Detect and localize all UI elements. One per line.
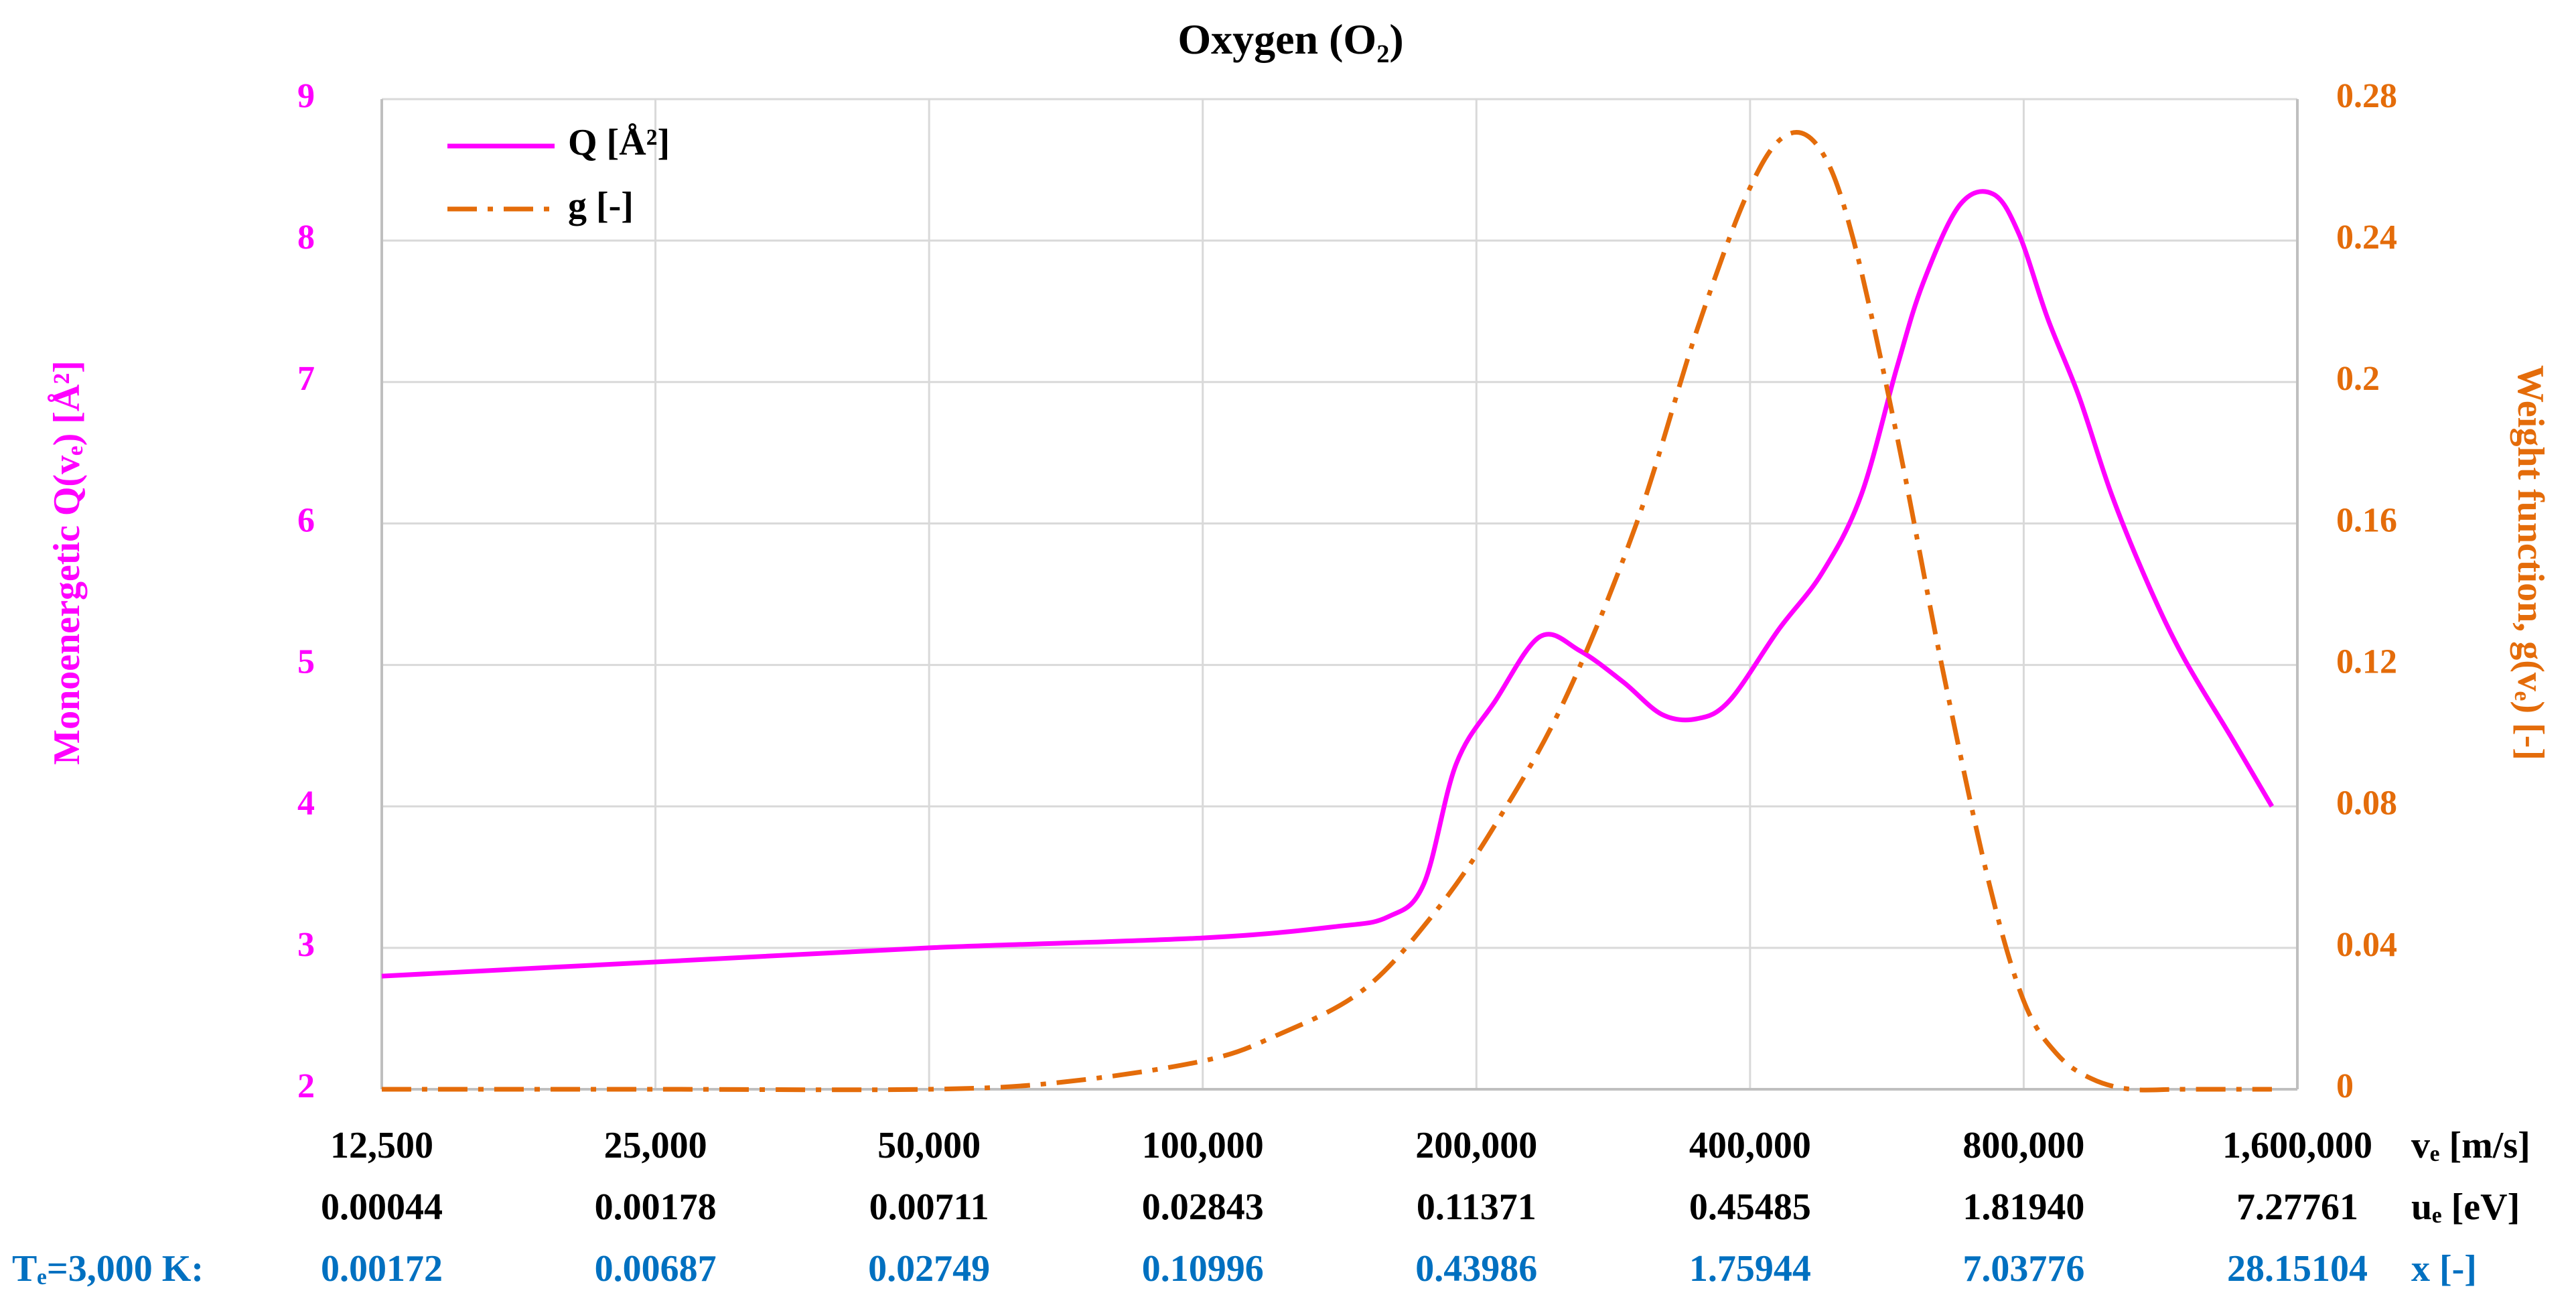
x-tick-label-velocity: 800,000 (1962, 1125, 2084, 1166)
x-row-unit-x: x [-] (2411, 1248, 2477, 1290)
right-y-tick-label: 0.04 (2336, 926, 2397, 964)
x-tick-label-velocity: 12,500 (330, 1125, 433, 1166)
legend-label-q: Q [Å²] (568, 122, 670, 163)
x-tick-label-velocity: 1,600,000 (2222, 1125, 2372, 1166)
x-tick-label-velocity: 50,000 (877, 1125, 981, 1166)
right-y-tick-label: 0.12 (2336, 643, 2397, 681)
x-row-unit-velocity: vₑ [m/s] (2411, 1125, 2530, 1166)
left-y-tick-label: 4 (297, 784, 315, 823)
left-y-tick-label: 8 (297, 218, 315, 257)
x-tick-label-x: 0.02749 (868, 1248, 990, 1290)
right-y-axis-title: Weight function, g(vₑ) [-] (2510, 365, 2551, 760)
right-y-tick-label: 0.28 (2336, 77, 2397, 115)
right-y-tick-label: 0.16 (2336, 501, 2397, 539)
right-y-tick-label: 0 (2336, 1067, 2354, 1105)
right-y-axis: 0 0.04 0.08 0.12 0.16 0.2 0.24 0.28 (2336, 77, 2397, 1105)
left-y-tick-label: 3 (297, 926, 315, 964)
x-tick-label-energy: 0.45485 (1689, 1186, 1811, 1228)
x-tick-label-energy: 0.11371 (1417, 1186, 1536, 1228)
chart-title: Oxygen (O₂) (1177, 15, 1403, 63)
grid (380, 98, 2299, 1091)
left-y-tick-label: 5 (297, 643, 315, 681)
x-tick-label-x: 1.75944 (1689, 1248, 1811, 1290)
plot-frame (380, 99, 2299, 1091)
x-tick-label-x: 7.03776 (1962, 1248, 2084, 1290)
series-layer (381, 130, 2275, 1093)
x-tick-label-velocity: 400,000 (1689, 1125, 1811, 1166)
series-line-g (382, 130, 2272, 1093)
legend: Q [Å²] g [-] (447, 122, 670, 226)
left-y-axis: 2 3 4 5 6 7 8 9 (297, 77, 315, 1105)
right-y-tick-label: 0.08 (2336, 784, 2397, 823)
x-tick-label-energy: 0.00178 (595, 1186, 717, 1228)
right-y-tick-label: 0.24 (2336, 218, 2397, 257)
x-row-unit-energy: uₑ [eV] (2411, 1186, 2520, 1228)
left-y-tick-label: 7 (297, 360, 315, 398)
x-tick-label-x: 28.15104 (2227, 1248, 2368, 1290)
x-tick-label-energy: 0.02843 (1142, 1186, 1264, 1228)
x-tick-label-velocity: 200,000 (1415, 1125, 1537, 1166)
left-y-axis-title: Monoenergetic Q(vₑ) [Å²] (46, 360, 88, 765)
left-y-tick-label: 9 (297, 77, 315, 115)
x-tick-label-x: 0.00172 (321, 1248, 443, 1290)
right-y-tick-label: 0.2 (2336, 360, 2380, 398)
x-row-prefix: Tₑ=3,000 K: (12, 1248, 204, 1290)
x-tick-label-velocity: 25,000 (604, 1125, 707, 1166)
series-line-q (381, 189, 2275, 979)
legend-label-g: g [-] (568, 185, 634, 226)
x-tick-label-velocity: 100,000 (1142, 1125, 1264, 1166)
x-axis-rows: 12,500 25,000 50,000 100,000 200,000 400,000 8… (12, 1125, 2530, 1290)
x-tick-label-energy: 0.00711 (869, 1186, 989, 1228)
left-y-tick-label: 2 (297, 1067, 315, 1105)
x-tick-label-x: 0.10996 (1142, 1248, 1264, 1290)
x-tick-label-energy: 0.00044 (321, 1186, 443, 1228)
x-tick-label-x: 0.43986 (1415, 1248, 1537, 1290)
left-y-tick-label: 6 (297, 501, 315, 539)
x-tick-label-energy: 1.81940 (1962, 1186, 2084, 1228)
x-tick-label-energy: 7.27761 (2236, 1186, 2358, 1228)
x-tick-label-x: 0.00687 (595, 1248, 717, 1290)
